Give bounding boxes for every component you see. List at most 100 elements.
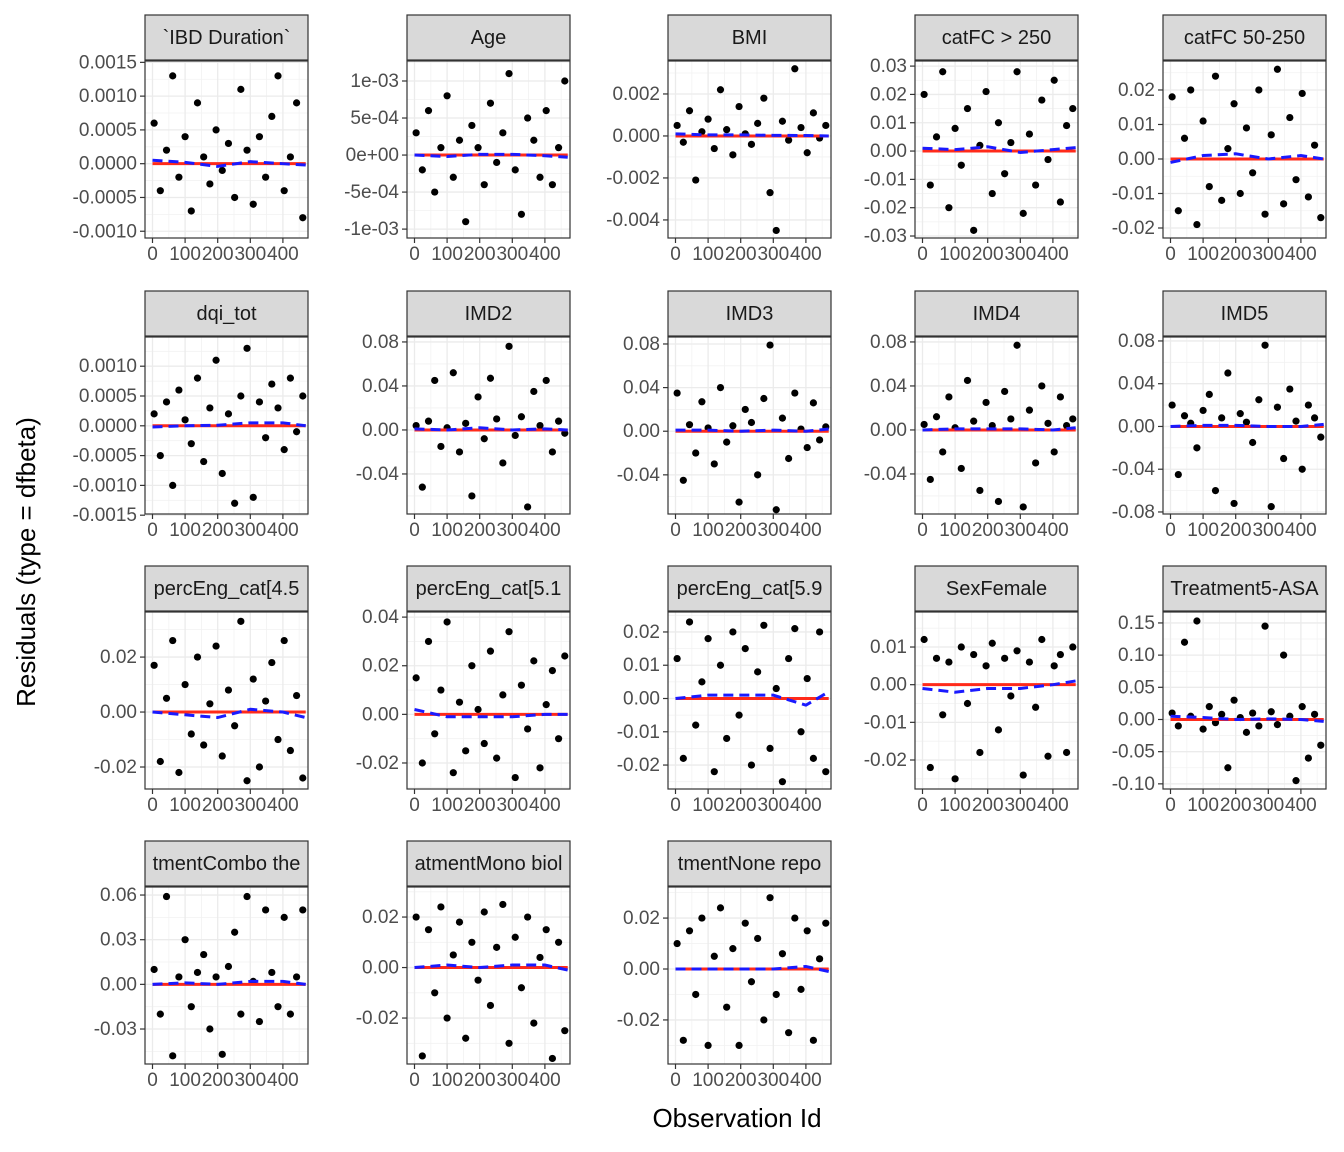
- point: [809, 1036, 817, 1044]
- point: [729, 945, 737, 953]
- point: [809, 109, 817, 117]
- x-tick-label: 300: [496, 795, 528, 816]
- plot-area: [673, 894, 830, 1050]
- y-tick-label: 0.00: [100, 702, 137, 723]
- y-tick-label: 0.01: [1118, 115, 1155, 136]
- y-tick-label: 0.05: [1118, 677, 1155, 698]
- point: [462, 1034, 470, 1042]
- panel-border: [914, 611, 1079, 790]
- point: [517, 413, 526, 421]
- point: [280, 446, 288, 454]
- point: [262, 434, 270, 442]
- x-tick-label: 400: [1285, 520, 1317, 541]
- point: [729, 151, 737, 159]
- point: [1261, 210, 1269, 218]
- point: [1255, 86, 1263, 94]
- panel-background: [407, 61, 570, 238]
- point: [1255, 396, 1263, 404]
- point: [505, 628, 513, 636]
- panel-border: [406, 336, 571, 515]
- point: [1261, 622, 1269, 630]
- plot-area: [150, 344, 307, 507]
- point: [698, 678, 706, 686]
- point: [542, 107, 550, 115]
- point: [710, 768, 718, 776]
- point: [1255, 722, 1263, 730]
- strip-title: dqi_tot: [196, 303, 256, 325]
- y-tick-label: 0.0015: [79, 52, 137, 73]
- x-tick-label: 100: [692, 520, 724, 541]
- y-tick-label: 0.00: [362, 704, 399, 725]
- point: [162, 146, 171, 154]
- x-tick-label: 100: [1187, 520, 1219, 541]
- point: [412, 421, 420, 430]
- point: [698, 914, 706, 922]
- point: [723, 1003, 731, 1011]
- smooth-line-dashed: [152, 979, 306, 986]
- plot-area: [1168, 617, 1325, 785]
- point: [218, 166, 226, 175]
- point: [704, 115, 712, 123]
- point: [187, 207, 195, 215]
- point: [1019, 771, 1027, 779]
- point: [280, 187, 288, 195]
- y-tick-label: 0.000: [612, 126, 660, 147]
- point: [809, 754, 817, 762]
- point: [723, 438, 731, 446]
- point: [1199, 725, 1207, 733]
- point: [673, 389, 681, 397]
- point: [1032, 181, 1040, 189]
- point: [418, 483, 426, 491]
- strip-title: `IBD Duration`: [163, 27, 291, 49]
- point: [237, 617, 245, 625]
- x-tick-label: 300: [1004, 244, 1036, 265]
- point: [1304, 754, 1312, 762]
- plot-area: [412, 618, 569, 782]
- x-tick-label: 200: [725, 520, 757, 541]
- point: [231, 722, 239, 730]
- point: [754, 934, 762, 943]
- point: [530, 136, 538, 144]
- panel-border: [144, 60, 309, 239]
- point: [418, 166, 426, 174]
- y-axis-title: Residuals (type = dfbeta): [11, 417, 41, 707]
- x-tick-label: 0: [147, 795, 158, 816]
- point: [1236, 189, 1244, 198]
- point: [181, 416, 189, 424]
- point: [1317, 214, 1325, 222]
- y-tick-label: 0.08: [870, 332, 907, 353]
- point: [1056, 393, 1064, 401]
- facet: IMD5 0.08 0.04 0.00 -0.04 -0.08 0 100 200 300 400: [1112, 290, 1327, 541]
- point: [193, 653, 202, 661]
- point: [791, 625, 799, 633]
- point: [193, 968, 202, 977]
- point: [237, 85, 245, 93]
- point: [262, 906, 270, 914]
- x-tick-label: 100: [1187, 244, 1219, 265]
- point: [754, 119, 762, 127]
- y-tick-label: 0.02: [362, 656, 399, 677]
- y-tick-label: 0.0000: [79, 154, 137, 175]
- x-tick-label: 100: [169, 1070, 201, 1091]
- point: [548, 181, 556, 189]
- panel-border: [1162, 611, 1327, 790]
- x-tick-label: 0: [409, 244, 420, 265]
- point: [970, 226, 978, 234]
- point: [548, 666, 556, 675]
- point: [1224, 369, 1232, 377]
- point: [449, 951, 457, 959]
- point: [206, 180, 214, 188]
- x-tick-label: 100: [169, 244, 201, 265]
- point: [462, 218, 470, 226]
- strip: [914, 565, 1079, 612]
- y-tick-label: -0.0015: [73, 505, 137, 526]
- smooth-line-dashed: [922, 679, 1076, 694]
- strip: [406, 840, 571, 887]
- point: [249, 675, 257, 683]
- panel-border: [1162, 60, 1327, 239]
- point: [262, 697, 270, 705]
- strip-title: tmentCombo the: [153, 853, 301, 875]
- point: [299, 392, 307, 400]
- point: [988, 639, 996, 647]
- x-tick-label: 200: [725, 795, 757, 816]
